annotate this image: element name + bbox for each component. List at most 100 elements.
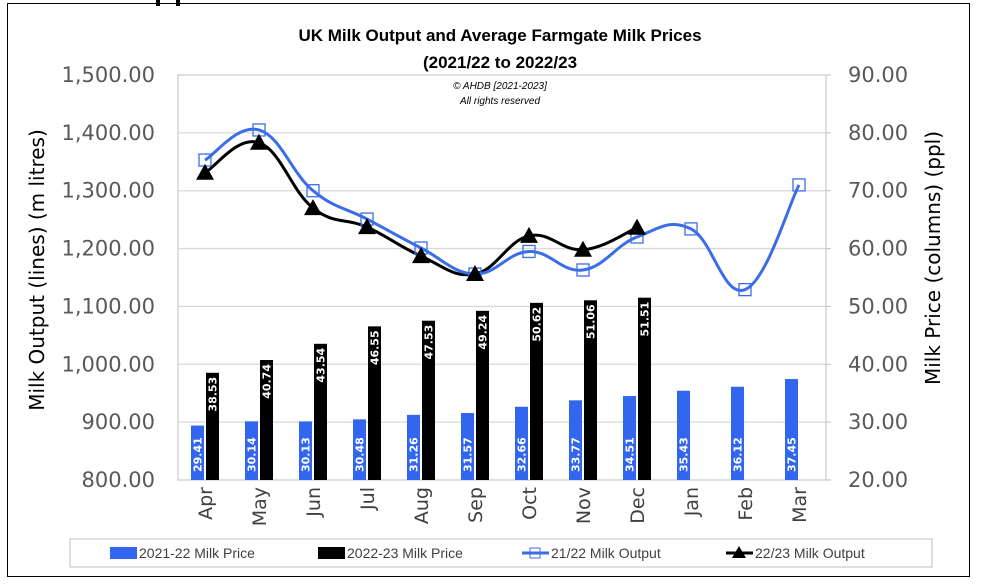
bar-data-label: 49.24 (477, 314, 490, 349)
marker-square (738, 282, 752, 297)
bar-2022-23 (206, 372, 219, 480)
chart-subtitle: (2021/22 to 2022/23 (423, 53, 577, 72)
y-left-tick-label: 1,100.00 (61, 294, 155, 318)
bar-data-label: 30.48 (354, 437, 367, 472)
bar-data-label: 50.62 (531, 307, 544, 342)
cropped-text-fragment (176, 0, 180, 6)
legend-swatch (110, 547, 137, 559)
bar-2021-22 (353, 419, 366, 480)
x-tick-label: Jan (681, 487, 703, 517)
bar-2021-22 (245, 421, 258, 480)
bar-data-label: 32.66 (516, 437, 529, 472)
x-tick-label: Nov (573, 487, 595, 524)
y-left-tick-label: 1,200.00 (61, 237, 155, 261)
marker-triangle (412, 247, 430, 264)
bar-data-label: 40.74 (261, 364, 274, 399)
bar-data-label: 33.77 (570, 437, 583, 472)
y-right-tick-label: 50.00 (848, 294, 908, 318)
bar-2022-23 (584, 300, 597, 480)
copyright-note: © AHDB [2021-2023] (453, 81, 547, 92)
bar-data-label: 30.13 (300, 437, 313, 472)
rights-note: All rights reserved (459, 96, 540, 107)
marker-triangle (196, 163, 214, 180)
legend-label: 2021-22 Milk Price (139, 545, 255, 561)
legend-label: 21/22 Milk Output (551, 545, 661, 561)
bar-2022-23 (422, 320, 435, 480)
x-tick-label: Jul (357, 487, 379, 511)
y-right-axis-label: Milk Price (columns) (ppl) (921, 131, 945, 385)
y-right-tick-label: 40.00 (848, 352, 908, 376)
legend-box (69, 538, 933, 568)
marker-triangle (304, 199, 322, 216)
y-right-tick-label: 60.00 (848, 237, 908, 261)
y-left-tick-label: 1,400.00 (61, 121, 155, 145)
bar-data-label: 31.57 (462, 437, 475, 472)
bar-2021-22 (623, 396, 636, 480)
bar-2021-22 (785, 379, 798, 480)
bar-data-label: 29.41 (192, 437, 205, 472)
bar-2021-22 (515, 406, 528, 480)
chart-title: UK Milk Output and Average Farmgate Milk… (298, 26, 701, 45)
y-left-tick-label: 1,500.00 (61, 63, 155, 87)
bar-data-label: 47.53 (423, 325, 436, 360)
y-right-tick-label: 70.00 (848, 179, 908, 203)
y-left-axis-label: Milk Output (lines) (m litres) (25, 129, 49, 411)
bar-2021-22 (461, 413, 474, 480)
x-tick-label: Mar (789, 487, 811, 523)
x-tick-label: May (249, 487, 271, 526)
marker-square (576, 263, 590, 277)
chart-frame (7, 0, 970, 577)
bar-2021-22 (569, 400, 582, 480)
legend: 2021-22 Milk Price 2022-23 Milk Price 21/2… (69, 538, 933, 568)
y-right-tick-label: 90.00 (848, 63, 908, 87)
legend-label: 2022-23 Milk Price (347, 545, 463, 561)
bar-data-label: 31.26 (408, 437, 421, 472)
x-tick-label: Feb (735, 487, 757, 521)
plot-area (177, 74, 827, 481)
marker-triangle (628, 218, 646, 235)
bar-2021-22 (731, 386, 744, 480)
y-left-tick-label: 1,000.00 (61, 352, 155, 376)
y-left-tick-label: 1,300.00 (61, 179, 155, 203)
line-21-22-output (204, 127, 801, 292)
bar-data-label: 43.54 (315, 347, 328, 382)
marker-square (792, 178, 806, 192)
bar-2022-23 (314, 343, 327, 480)
legend-marker-square (529, 547, 541, 559)
marker-square (522, 244, 536, 259)
cropped-text-fragment (156, 0, 160, 6)
legend-marker-triangle (732, 546, 746, 558)
bar-2021-22 (191, 425, 204, 480)
bar-data-label: 51.51 (639, 302, 652, 337)
y-right-tick-label: 80.00 (848, 121, 908, 145)
x-tick-label: Jun (303, 487, 325, 518)
bar-data-label: 37.45 (786, 437, 799, 472)
marker-triangle (520, 226, 538, 243)
bar-data-label: 36.12 (732, 437, 745, 472)
x-tick-label: Apr (195, 487, 217, 520)
bar-2022-23 (260, 360, 273, 480)
bar-2021-22 (407, 414, 420, 480)
marker-square (306, 184, 320, 198)
bar-2021-22 (677, 390, 690, 480)
y-left-tick-label: 900.00 (82, 410, 155, 434)
legend-label: 22/23 Milk Output (755, 545, 865, 561)
bar-2021-22 (299, 421, 312, 480)
x-tick-label: Dec (627, 487, 649, 524)
bar-data-label: 51.06 (585, 304, 598, 339)
marker-triangle (250, 133, 268, 150)
marker-square (684, 222, 698, 236)
x-tick-label: Aug (411, 487, 433, 524)
bar-2022-23 (368, 326, 381, 480)
x-tick-label: Oct (519, 487, 541, 520)
bar-data-label: 34.51 (624, 437, 637, 472)
bar-data-label: 30.14 (246, 437, 259, 472)
bar-2022-23 (476, 310, 489, 480)
bar-2022-23 (530, 302, 543, 480)
bar-2022-23 (638, 297, 651, 480)
marker-triangle (574, 240, 592, 257)
legend-swatch (318, 547, 345, 559)
bar-data-label: 46.55 (369, 330, 382, 365)
y-left-tick-label: 800.00 (82, 468, 155, 492)
